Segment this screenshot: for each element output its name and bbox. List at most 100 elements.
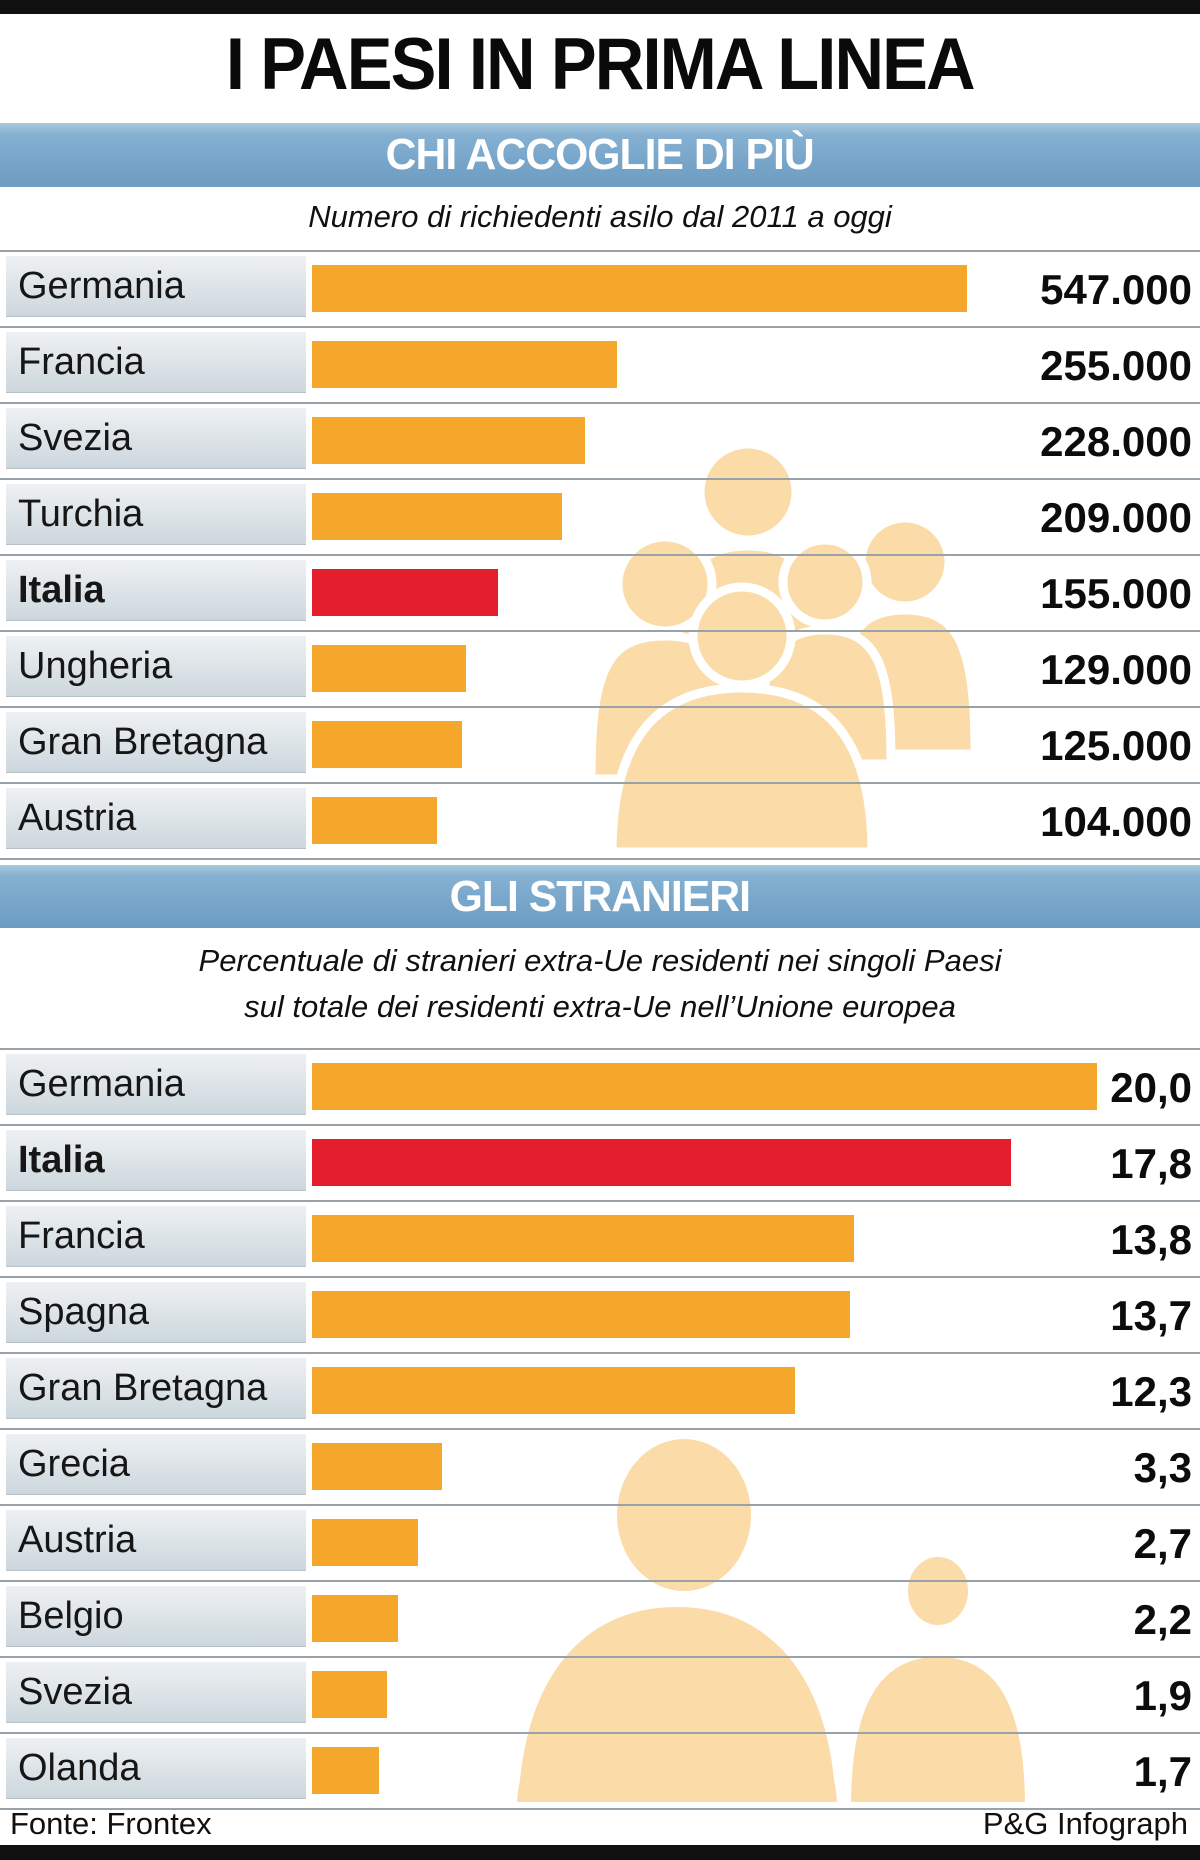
- country-label-cell: Francia: [6, 332, 306, 392]
- bar-value: 104.000: [1040, 798, 1192, 845]
- value-bar: [312, 721, 462, 768]
- country-label-cell: Spagna: [6, 1282, 306, 1342]
- chart-row: Svezia 228.000: [0, 404, 1200, 480]
- chart-row: Francia 13,8: [0, 1202, 1200, 1278]
- bar-value: 228.000: [1040, 418, 1192, 465]
- country-label: Spagna: [18, 1291, 150, 1333]
- country-label-cell: Italia: [6, 560, 306, 620]
- bar-value: 20,0: [1110, 1064, 1192, 1111]
- country-label: Francia: [18, 1215, 145, 1257]
- country-label-cell: Italia: [6, 1130, 306, 1190]
- chart-row: Turchia 209.000: [0, 480, 1200, 556]
- country-label: Svezia: [18, 1671, 133, 1713]
- country-label: Francia: [18, 341, 145, 383]
- country-label: Austria: [18, 1519, 137, 1561]
- country-label-cell: Olanda: [6, 1738, 306, 1798]
- section-header-label: CHI ACCOGLIE DI PIÙ: [385, 130, 815, 179]
- value-bar: [312, 341, 617, 388]
- bar-value: 255.000: [1040, 342, 1192, 389]
- foreigners-percentage-chart: Germania 20,0 Italia 17,8 Francia 13,8 Spagna 1…: [0, 1048, 1200, 1812]
- country-label-cell: Gran Bretagna: [6, 712, 306, 772]
- value-bar: [312, 1215, 854, 1262]
- country-label: Turchia: [18, 493, 144, 535]
- value-bar: [312, 569, 498, 616]
- bottom-rule: [0, 1845, 1200, 1860]
- crowd-icon: [586, 439, 980, 857]
- country-label: Italia: [18, 569, 105, 611]
- value-bar: [312, 417, 585, 464]
- adult-child-icon: [506, 1431, 1030, 1812]
- top-rule: [0, 0, 1200, 14]
- chart-row: Olanda 1,7: [0, 1734, 1200, 1810]
- value-bar: [312, 1747, 379, 1794]
- bar-value: 129.000: [1040, 646, 1192, 693]
- value-bar: [312, 1063, 1097, 1110]
- bar-value: 13,8: [1110, 1216, 1192, 1263]
- value-bar: [312, 1671, 387, 1718]
- country-label-cell: Germania: [6, 256, 306, 316]
- chart-row: Gran Bretagna 12,3: [0, 1354, 1200, 1430]
- section-header-chi-accoglie: CHI ACCOGLIE DI PIÙ: [0, 123, 1200, 187]
- value-bar: [312, 1139, 1011, 1186]
- section-header-label: GLI STRANIERI: [449, 872, 751, 921]
- country-label-cell: Francia: [6, 1206, 306, 1266]
- country-label-cell: Turchia: [6, 484, 306, 544]
- value-bar: [312, 797, 437, 844]
- value-bar: [312, 1443, 442, 1490]
- chart-row: Gran Bretagna 125.000: [0, 708, 1200, 784]
- bar-value: 12,3: [1110, 1368, 1192, 1415]
- country-label-cell: Svezia: [6, 1662, 306, 1722]
- country-label: Gran Bretagna: [18, 721, 268, 763]
- country-label: Grecia: [18, 1443, 130, 1485]
- chart-row: Belgio 2,2: [0, 1582, 1200, 1658]
- country-label: Ungheria: [18, 645, 173, 687]
- value-bar: [312, 493, 562, 540]
- bar-value: 1,7: [1133, 1748, 1192, 1795]
- country-label-cell: Germania: [6, 1054, 306, 1114]
- value-bar: [312, 1519, 418, 1566]
- value-bar: [312, 1595, 398, 1642]
- page-title: I PAESI IN PRIMA LINEA: [226, 24, 976, 105]
- bar-value: 1,9: [1133, 1672, 1192, 1719]
- chart-row: Germania 20,0: [0, 1050, 1200, 1126]
- section-header-gli-stranieri: GLI STRANIERI: [0, 865, 1200, 928]
- value-bar: [312, 265, 967, 312]
- bar-value: 17,8: [1110, 1140, 1192, 1187]
- value-bar: [312, 645, 466, 692]
- country-label: Svezia: [18, 417, 133, 459]
- chart1-subtitle: Numero di richiedenti asilo dal 2011 a o…: [308, 199, 892, 234]
- chart2-subtitle: Percentuale di stranieri extra-Ue reside…: [198, 943, 1002, 1024]
- value-bar: [312, 1291, 850, 1338]
- country-label: Austria: [18, 797, 137, 839]
- chart-row: Francia 255.000: [0, 328, 1200, 404]
- country-label-cell: Belgio: [6, 1586, 306, 1646]
- country-label-cell: Austria: [6, 1510, 306, 1570]
- value-bar: [312, 1367, 795, 1414]
- chart-row: Austria 104.000: [0, 784, 1200, 860]
- country-label-cell: Grecia: [6, 1434, 306, 1494]
- bar-value: 2,7: [1133, 1520, 1192, 1567]
- bar-value: 3,3: [1133, 1444, 1192, 1491]
- country-label-cell: Ungheria: [6, 636, 306, 696]
- chart-row: Germania 547.000: [0, 252, 1200, 328]
- country-label: Olanda: [18, 1747, 141, 1789]
- chart-row: Svezia 1,9: [0, 1658, 1200, 1734]
- bar-value: 155.000: [1040, 570, 1192, 617]
- bar-value: 209.000: [1040, 494, 1192, 541]
- chart-row: Italia 17,8: [0, 1126, 1200, 1202]
- chart-row: Austria 2,7: [0, 1506, 1200, 1582]
- bar-value: 125.000: [1040, 722, 1192, 769]
- bar-value: 13,7: [1110, 1292, 1192, 1339]
- country-label: Germania: [18, 1063, 185, 1105]
- country-label-cell: Austria: [6, 788, 306, 848]
- chart-row: Spagna 13,7: [0, 1278, 1200, 1354]
- asylum-seekers-chart: Germania 547.000 Francia 255.000 Svezia 228.0…: [0, 250, 1200, 860]
- chart-row: Grecia 3,3: [0, 1430, 1200, 1506]
- chart-row: Ungheria 129.000: [0, 632, 1200, 708]
- country-label: Gran Bretagna: [18, 1367, 268, 1409]
- country-label-cell: Svezia: [6, 408, 306, 468]
- country-label-cell: Gran Bretagna: [6, 1358, 306, 1418]
- country-label: Germania: [18, 265, 185, 307]
- source-note: Fonte: Frontex: [10, 1806, 212, 1841]
